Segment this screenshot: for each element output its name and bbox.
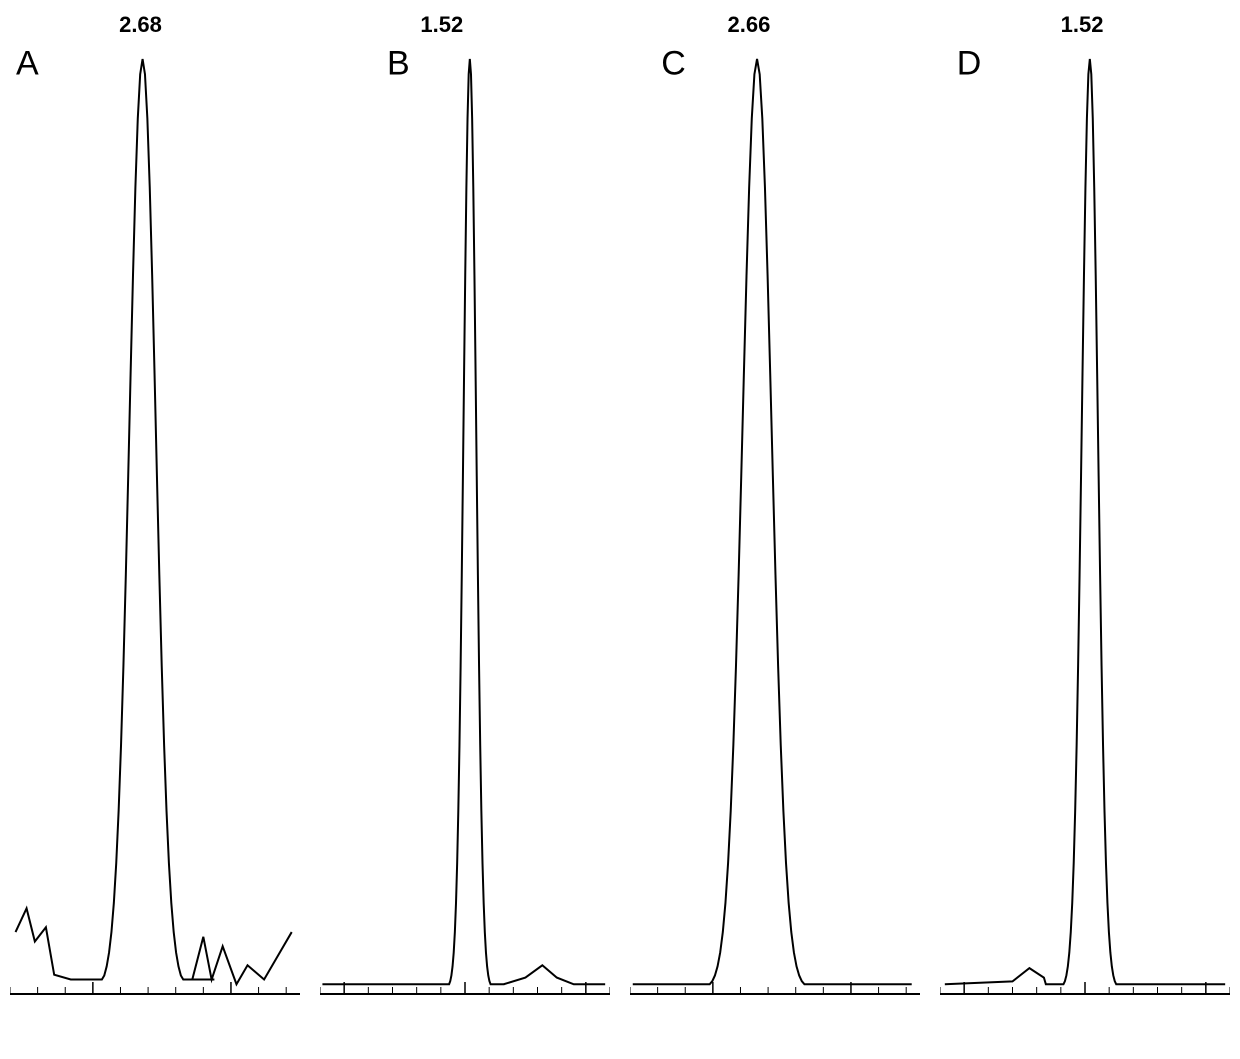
plot-area-d: 1.0 1.5 2.0 1.52 D (940, 10, 1230, 1004)
panel-a: 2.5 3.0 2.68 A (0, 0, 310, 1059)
plot-svg-d: 1.0 1.5 2.0 1.52 D (940, 10, 1230, 1004)
panel-b: 1.0 1.5 2.0 1.52 B (310, 0, 620, 1059)
svg-text:1.0: 1.0 (329, 1002, 360, 1004)
svg-text:2.5: 2.5 (78, 1002, 109, 1004)
svg-text:2.5: 2.5 (698, 1002, 729, 1004)
svg-text:1.52: 1.52 (420, 12, 463, 37)
panel-c: 2.5 3.0 2.66 C (620, 0, 930, 1059)
svg-text:2.68: 2.68 (119, 12, 162, 37)
plot-area-a: 2.5 3.0 2.68 A (10, 10, 300, 1004)
svg-text:D: D (957, 45, 982, 83)
svg-text:3.0: 3.0 (836, 1002, 867, 1004)
plot-area-b: 1.0 1.5 2.0 1.52 B (320, 10, 610, 1004)
plot-svg-a: 2.5 3.0 2.68 A (10, 10, 300, 1004)
svg-text:1.0: 1.0 (949, 1002, 980, 1004)
panel-d: 1.0 1.5 2.0 1.52 D (930, 0, 1240, 1059)
svg-text:3.0: 3.0 (216, 1002, 247, 1004)
svg-text:2.0: 2.0 (1191, 1002, 1222, 1004)
svg-text:C: C (661, 45, 686, 83)
svg-text:1.5: 1.5 (450, 1002, 481, 1004)
svg-text:1.52: 1.52 (1061, 12, 1104, 37)
svg-text:B: B (387, 45, 410, 83)
svg-text:1.5: 1.5 (1070, 1002, 1101, 1004)
plot-svg-b: 1.0 1.5 2.0 1.52 B (320, 10, 610, 1004)
svg-text:A: A (16, 45, 39, 83)
chromatogram-panels: 2.5 3.0 2.68 A 1.0 1.5 2.0 1.52 B 2.5 3.0 2.66 C 1… (0, 0, 1240, 1059)
svg-text:2.66: 2.66 (727, 12, 770, 37)
plot-svg-c: 2.5 3.0 2.66 C (630, 10, 920, 1004)
plot-area-c: 2.5 3.0 2.66 C (630, 10, 920, 1004)
svg-text:2.0: 2.0 (571, 1002, 602, 1004)
